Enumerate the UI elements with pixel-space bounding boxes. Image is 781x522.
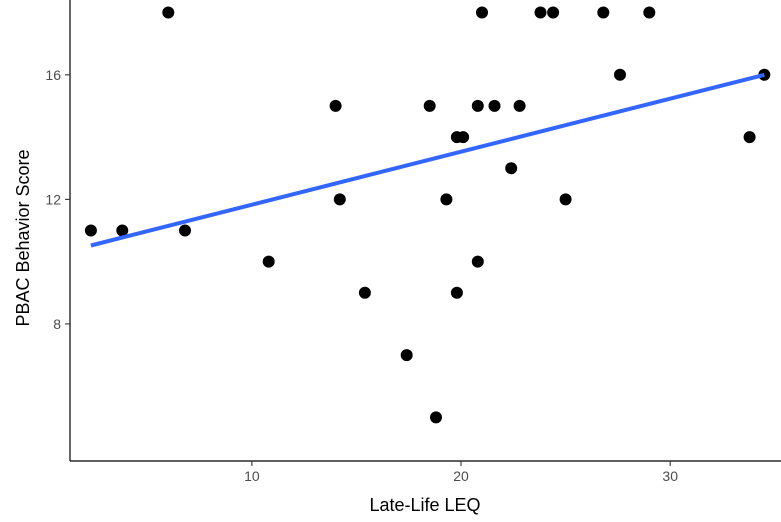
data-point — [476, 6, 488, 19]
data-point — [450, 286, 463, 299]
data-point — [358, 286, 371, 299]
data-point — [423, 99, 436, 112]
data-point — [162, 6, 175, 19]
regression-line — [90, 72, 765, 248]
data-point — [116, 224, 129, 237]
axis-ticks: 10 20 30 8 12 16 — [45, 67, 678, 484]
x-tick-label: 10 — [244, 468, 260, 484]
plot-marks — [84, 6, 771, 424]
data-point — [534, 6, 547, 19]
x-tick-label: 30 — [662, 468, 678, 484]
data-point — [262, 255, 275, 268]
y-axis-title: PBAC Behavior Score — [13, 149, 33, 326]
y-tick-label: 16 — [45, 67, 61, 83]
data-point — [329, 99, 342, 112]
data-point — [400, 349, 413, 362]
data-point — [614, 68, 626, 81]
data-point — [471, 255, 484, 268]
data-point — [597, 6, 610, 19]
data-point — [179, 224, 191, 237]
data-point — [430, 411, 442, 424]
data-point — [333, 193, 346, 206]
data-point — [513, 99, 526, 112]
x-tick-label: 20 — [453, 468, 469, 484]
data-point — [559, 193, 572, 206]
x-axis-title: Late-Life LEQ — [369, 495, 480, 515]
data-point — [84, 224, 97, 237]
data-point — [471, 99, 484, 112]
y-tick-label: 8 — [53, 316, 61, 332]
data-point — [488, 99, 501, 112]
data-point — [643, 6, 656, 19]
data-point — [743, 131, 756, 144]
data-point — [505, 162, 518, 175]
data-point — [440, 193, 453, 206]
data-point — [547, 6, 560, 19]
data-point — [457, 131, 470, 144]
y-tick-label: 12 — [45, 191, 61, 207]
